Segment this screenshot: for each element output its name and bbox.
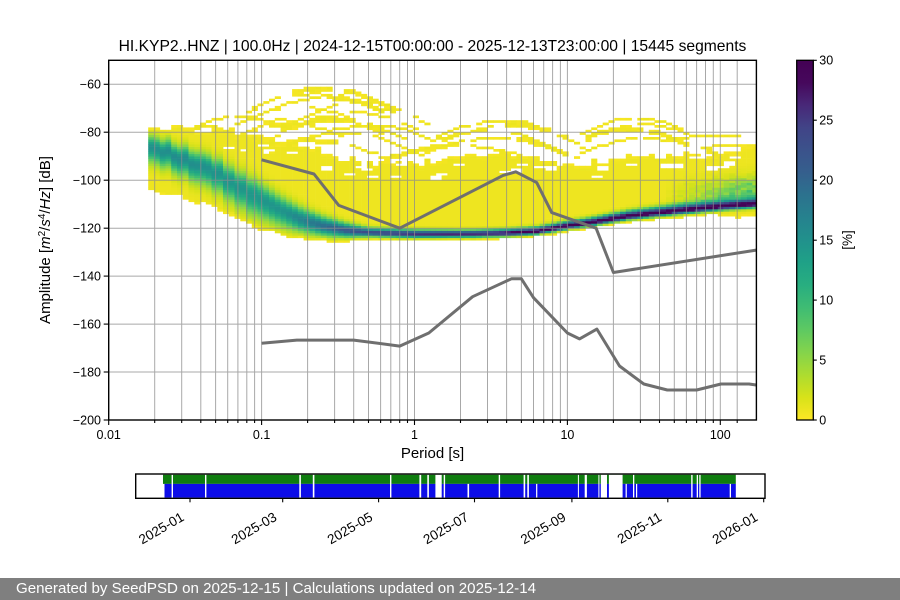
- svg-text:Generated by SeedPSD on 2025-1: Generated by SeedPSD on 2025-12-15 | Cal…: [16, 580, 536, 597]
- svg-text:25: 25: [819, 114, 833, 128]
- svg-text:15: 15: [819, 234, 833, 248]
- svg-text:20: 20: [819, 174, 833, 188]
- svg-text:10: 10: [819, 293, 833, 307]
- svg-text:[%]: [%]: [840, 230, 855, 250]
- svg-text:100: 100: [710, 428, 731, 442]
- svg-text:−180: −180: [73, 365, 101, 379]
- svg-text:30: 30: [819, 54, 833, 68]
- svg-text:−140: −140: [73, 269, 101, 283]
- svg-text:−160: −160: [73, 317, 101, 331]
- svg-text:Amplitude [m2/s4/Hz] [dB]: Amplitude [m2/s4/Hz] [dB]: [37, 156, 54, 324]
- svg-text:HI.KYP2..HNZ | 100.0Hz | 2024-: HI.KYP2..HNZ | 100.0Hz | 2024-12-15T00:0…: [119, 38, 747, 55]
- svg-text:−120: −120: [73, 222, 101, 236]
- svg-text:−80: −80: [80, 126, 101, 140]
- svg-text:10: 10: [560, 428, 574, 442]
- svg-text:−60: −60: [80, 78, 101, 92]
- svg-text:−200: −200: [73, 413, 101, 427]
- svg-text:Period [s]: Period [s]: [401, 445, 464, 462]
- svg-text:5: 5: [819, 353, 826, 367]
- svg-text:0.01: 0.01: [97, 428, 121, 442]
- svg-text:1: 1: [411, 428, 418, 442]
- svg-text:−100: −100: [73, 174, 101, 188]
- svg-text:0: 0: [819, 413, 826, 427]
- svg-text:0.1: 0.1: [253, 428, 270, 442]
